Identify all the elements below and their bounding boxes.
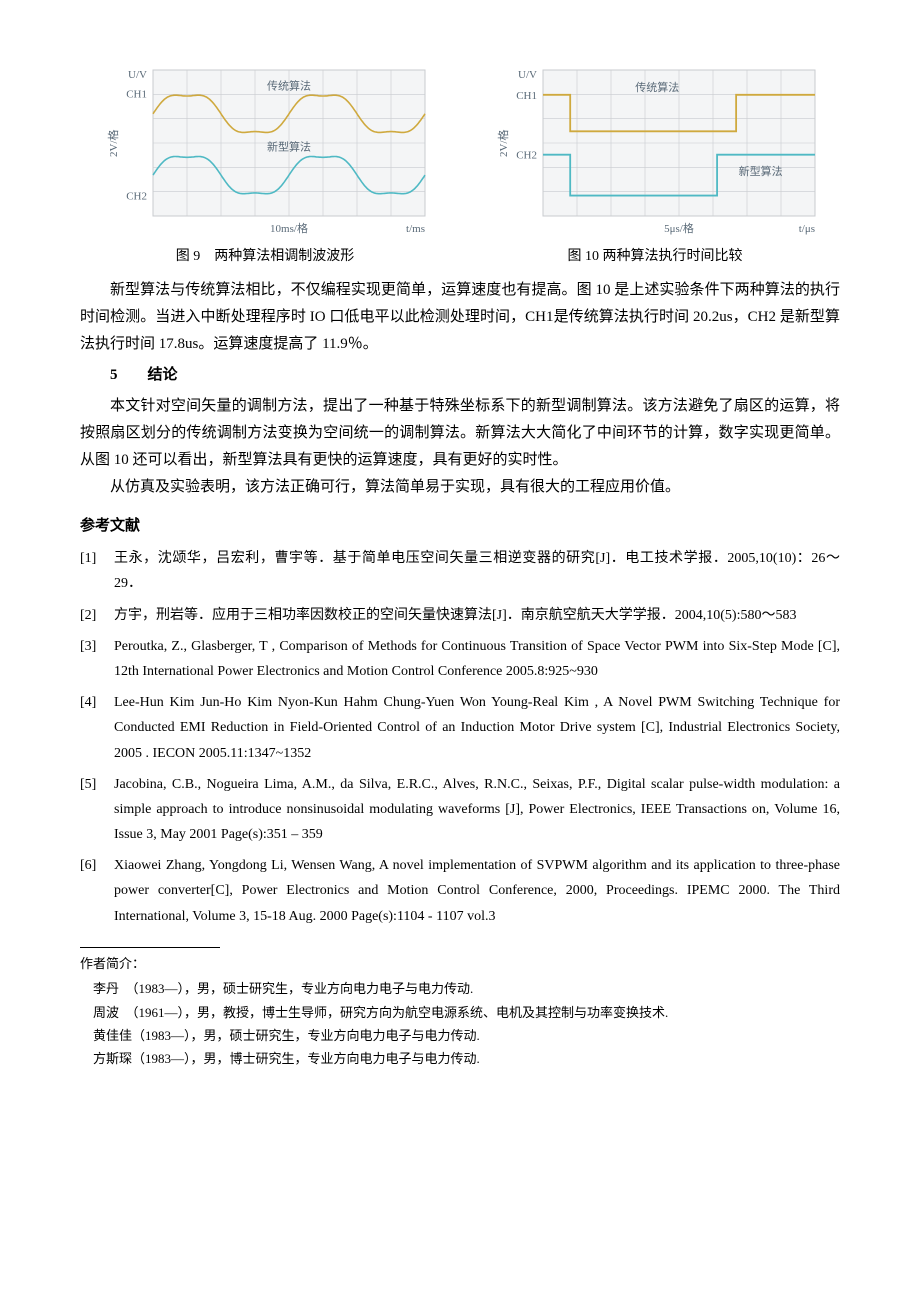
reference-number: [6] — [80, 853, 114, 929]
reference-number: [1] — [80, 546, 114, 596]
reference-number: [2] — [80, 603, 114, 628]
reference-item: [6]Xiaowei Zhang, Yongdong Li, Wensen Wa… — [80, 853, 840, 929]
svg-text:2V/格: 2V/格 — [496, 130, 510, 158]
svg-text:10ms/格: 10ms/格 — [270, 221, 308, 235]
svg-text:新型算法: 新型算法 — [267, 140, 311, 154]
svg-text:U/V: U/V — [128, 69, 147, 81]
svg-text:t/μs: t/μs — [799, 223, 815, 235]
svg-text:t/ms: t/ms — [406, 223, 425, 235]
reference-number: [3] — [80, 634, 114, 684]
reference-item: [1]王永，沈颂华，吕宏利，曹宇等．基于简单电压空间矢量三相逆变器的研究[J]．… — [80, 546, 840, 596]
figure-10: U/V CH1 CH2 2V/格 传统算法新型算法 5μs/格 t/μs 图 10 两种算法… — [470, 60, 840, 269]
references-list: [1]王永，沈颂华，吕宏利，曹宇等．基于简单电压空间矢量三相逆变器的研究[J]．… — [80, 546, 840, 929]
fig10-caption: 图 10 两种算法执行时间比较 — [568, 244, 743, 269]
reference-item: [3]Peroutka, Z., Glasberger, T , Compari… — [80, 634, 840, 684]
reference-number: [4] — [80, 690, 114, 766]
fig10-plot: U/V CH1 CH2 2V/格 传统算法新型算法 5μs/格 t/μs — [485, 60, 825, 240]
paragraph-intro: 新型算法与传统算法相比，不仅编程实现更简单，运算速度也有提高。图 10 是上述实… — [80, 277, 840, 358]
references-head: 参考文献 — [80, 513, 840, 540]
footnote-separator — [80, 947, 220, 948]
section-5-head: 5 结论 — [80, 362, 840, 389]
reference-text: Jacobina, C.B., Nogueira Lima, A.M., da … — [114, 772, 840, 848]
svg-text:CH1: CH1 — [516, 90, 537, 102]
reference-item: [4]Lee-Hun Kim Jun-Ho Kim Nyon-Kun Hahm … — [80, 690, 840, 766]
svg-text:5μs/格: 5μs/格 — [664, 221, 694, 235]
reference-item: [2]方宇，刑岩等．应用于三相功率因数校正的空间矢量快速算法[J]．南京航空航天… — [80, 603, 840, 628]
svg-text:CH2: CH2 — [516, 150, 537, 162]
reference-text: Xiaowei Zhang, Yongdong Li, Wensen Wang,… — [114, 853, 840, 929]
reference-text: Lee-Hun Kim Jun-Ho Kim Nyon-Kun Hahm Chu… — [114, 690, 840, 766]
reference-text: 王永，沈颂华，吕宏利，曹宇等．基于简单电压空间矢量三相逆变器的研究[J]．电工技… — [114, 546, 840, 596]
author-line: 李丹 （1983—），男，硕士研究生，专业方向电力电子与电力传动. — [80, 977, 840, 1000]
author-line: 方斯琛（1983—），男，博士研究生，专业方向电力电子与电力传动. — [80, 1047, 840, 1070]
author-line: 黄佳佳（1983—），男，硕士研究生，专业方向电力电子与电力传动. — [80, 1024, 840, 1047]
author-info-head: 作者简介： — [80, 952, 840, 975]
author-line: 周波 （1961—），男，教授，博士生导师，研究方向为航空电源系统、电机及其控制… — [80, 1001, 840, 1024]
svg-text:新型算法: 新型算法 — [739, 164, 783, 178]
svg-text:传统算法: 传统算法 — [267, 78, 311, 92]
fig9-plot: U/V CH1 CH2 2V/格 传统算法新型算法 10ms/格 t/ms — [95, 60, 435, 240]
svg-text:CH2: CH2 — [126, 191, 147, 203]
paragraph-conclusion-2: 从仿真及实验表明，该方法正确可行，算法简单易于实现，具有很大的工程应用价值。 — [80, 474, 840, 501]
svg-text:2V/格: 2V/格 — [106, 130, 120, 158]
svg-text:CH1: CH1 — [126, 88, 147, 100]
svg-text:U/V: U/V — [518, 69, 537, 81]
paragraph-conclusion-1: 本文针对空间矢量的调制方法，提出了一种基于特殊坐标系下的新型调制算法。该方法避免… — [80, 393, 840, 474]
reference-number: [5] — [80, 772, 114, 848]
figures-row: U/V CH1 CH2 2V/格 传统算法新型算法 10ms/格 t/ms 图 9 两种算法… — [80, 60, 840, 269]
author-info-list: 李丹 （1983—），男，硕士研究生，专业方向电力电子与电力传动.周波 （196… — [80, 977, 840, 1071]
reference-text: 方宇，刑岩等．应用于三相功率因数校正的空间矢量快速算法[J]．南京航空航天大学学… — [114, 603, 840, 628]
reference-item: [5]Jacobina, C.B., Nogueira Lima, A.M., … — [80, 772, 840, 848]
svg-text:传统算法: 传统算法 — [635, 80, 679, 94]
reference-text: Peroutka, Z., Glasberger, T , Comparison… — [114, 634, 840, 684]
fig9-caption: 图 9 两种算法相调制波波形 — [176, 244, 355, 269]
figure-9: U/V CH1 CH2 2V/格 传统算法新型算法 10ms/格 t/ms 图 9 两种算法… — [80, 60, 450, 269]
